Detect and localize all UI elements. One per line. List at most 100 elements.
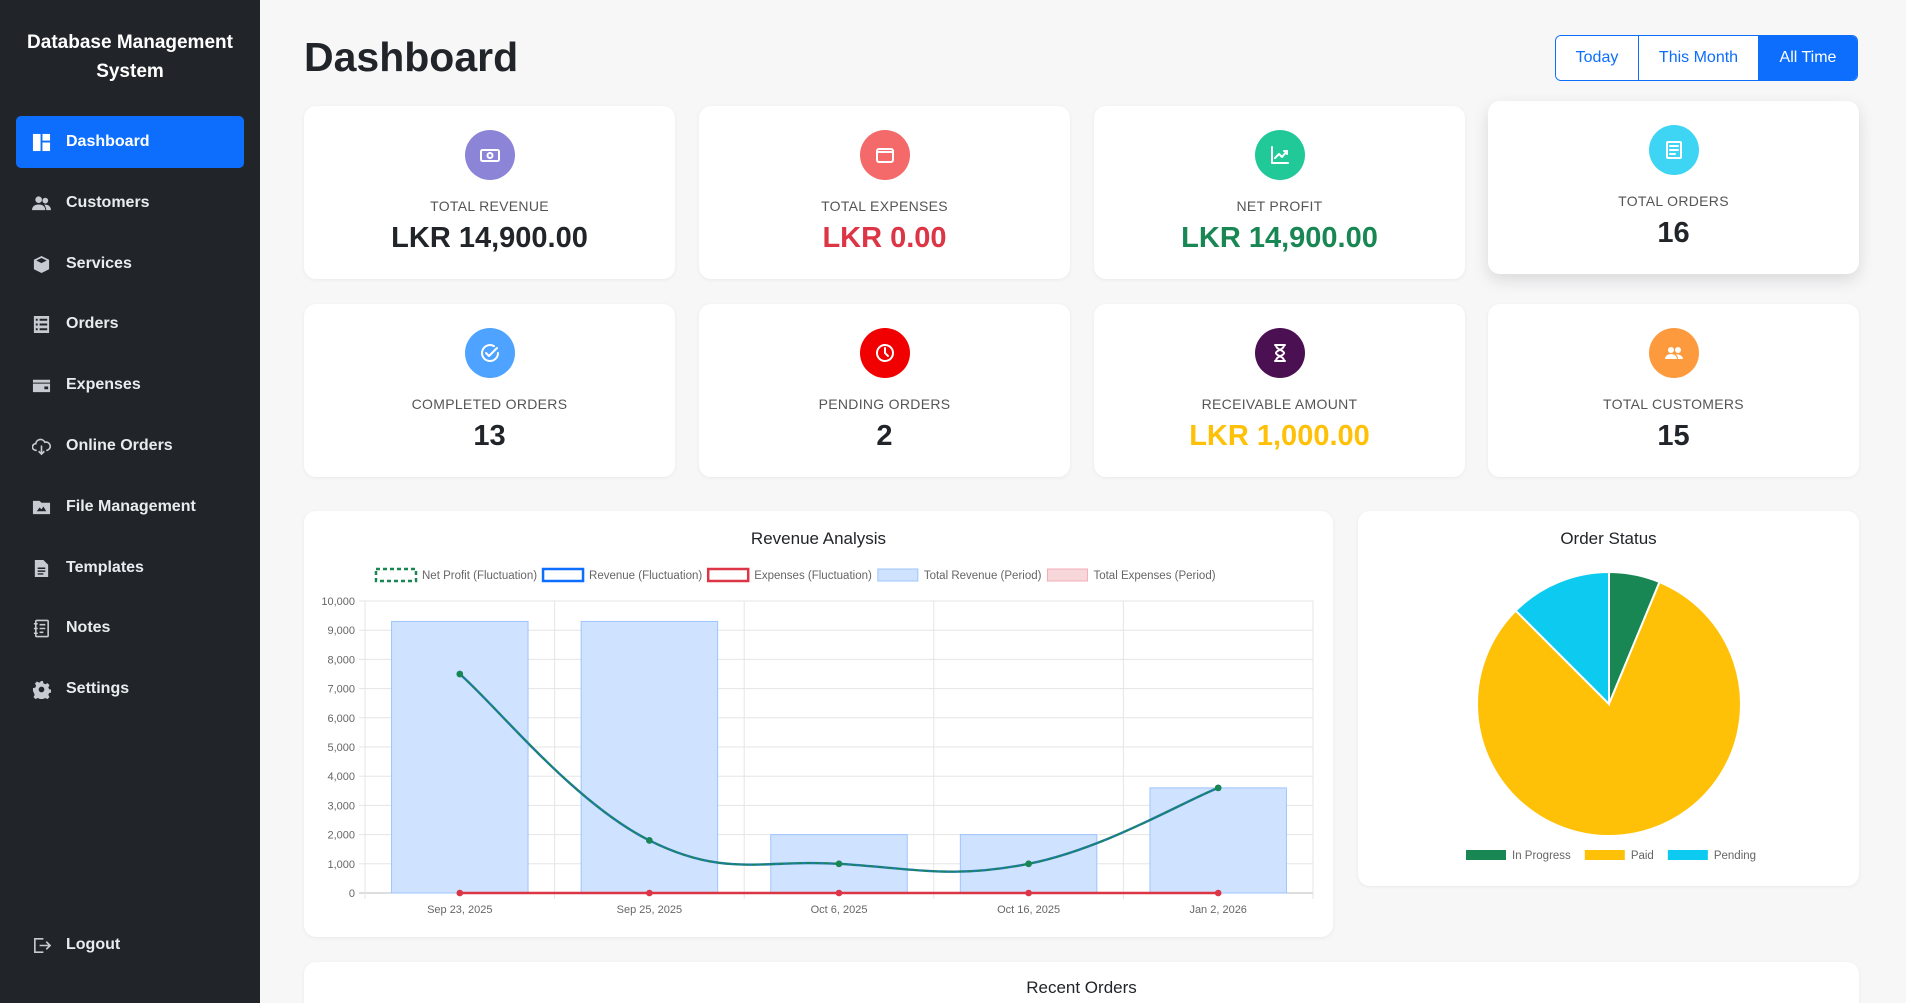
legend-label: Revenue (Fluctuation): [589, 570, 702, 582]
stat-card-completed-orders: COMPLETED ORDERS 13: [304, 304, 675, 477]
sidebar-item-dashboard[interactable]: Dashboard: [16, 116, 244, 168]
range-this-month-button[interactable]: This Month: [1639, 36, 1759, 80]
legend-label: Pending: [1714, 850, 1756, 862]
x-tick-label: Sep 25, 2025: [617, 904, 682, 916]
revenue-analysis-card: Revenue Analysis 0 1,000 2,000 3,000 4,000 5,…: [304, 511, 1333, 937]
sidebar-item-customers[interactable]: Customers: [16, 177, 244, 229]
sidebar-item-label: Online Orders: [66, 437, 173, 454]
legend-label: Total Revenue (Period): [924, 570, 1042, 582]
money-icon: [464, 130, 515, 180]
stat-label: TOTAL EXPENSES: [821, 198, 948, 214]
y-tick-label: 8,000: [327, 654, 355, 666]
order-status-chart: In Progress Paid Pending: [1466, 570, 1756, 862]
legend-label: Paid: [1631, 850, 1654, 862]
sidebar-item-orders[interactable]: Orders: [16, 298, 244, 350]
wallet-icon: [31, 375, 51, 395]
range-all-time-button[interactable]: All Time: [1759, 36, 1857, 80]
legend-swatch: [877, 568, 919, 582]
notebook-icon: [31, 618, 51, 638]
y-tick-label: 5,000: [327, 742, 355, 754]
sidebar-item-label: Services: [66, 255, 132, 272]
order-status-card: Order Status In Progress Paid Pending: [1358, 511, 1859, 886]
data-point: [1025, 889, 1032, 897]
sidebar-item-expenses[interactable]: Expenses: [16, 359, 244, 411]
bar: [391, 620, 529, 894]
y-tick-label: 6,000: [327, 713, 355, 725]
logout-button[interactable]: Logout: [16, 919, 244, 971]
stat-label: TOTAL CUSTOMERS: [1603, 396, 1744, 412]
folder-icon: [31, 497, 51, 517]
y-tick-label: 9,000: [327, 625, 355, 637]
data-point: [456, 670, 464, 678]
stat-label: TOTAL REVENUE: [430, 198, 549, 214]
chart-title: Order Status: [1560, 529, 1657, 548]
stat-label: PENDING ORDERS: [818, 396, 951, 412]
stat-label: RECEIVABLE AMOUNT: [1201, 396, 1358, 412]
y-tick-label: 1,000: [327, 859, 355, 871]
legend-label: Expenses (Fluctuation): [754, 570, 872, 582]
data-point: [1025, 860, 1032, 868]
range-today-button[interactable]: Today: [1556, 36, 1639, 80]
clock-icon: [859, 328, 910, 378]
list-icon: [31, 314, 51, 334]
x-tick-label: Oct 16, 2025: [997, 904, 1060, 916]
logout-label: Logout: [66, 936, 121, 953]
page-title: Dashboard: [304, 34, 519, 80]
dashboard-icon: [31, 132, 51, 152]
legend-swatch: [1584, 850, 1625, 860]
legend-label: Total Expenses (Period): [1093, 570, 1215, 582]
revenue-analysis-chart: 0 1,000 2,000 3,000 4,000 5,000 6,000 7,000 8,00…: [321, 567, 1314, 916]
logout-icon: [31, 935, 51, 955]
cloud-download-icon: [31, 436, 51, 456]
stat-card-total-revenue: TOTAL REVENUE LKR 14,900.00: [304, 106, 675, 279]
chart-line-icon: [1254, 130, 1305, 180]
check-circle-icon: [464, 328, 515, 378]
sidebar-item-online-orders[interactable]: Online Orders: [16, 420, 244, 472]
file-icon: [31, 558, 51, 578]
receipt-icon: [1648, 125, 1699, 175]
date-range-toggle: Today This Month All Time: [1555, 35, 1858, 81]
sidebar-item-templates[interactable]: Templates: [16, 542, 244, 594]
data-point: [835, 860, 843, 868]
sidebar-item-settings[interactable]: Settings: [16, 663, 244, 715]
stat-card-pending-orders: PENDING ORDERS 2: [699, 304, 1070, 477]
sidebar-item-notes[interactable]: Notes: [16, 602, 244, 654]
sidebar-item-services[interactable]: Services: [16, 238, 244, 290]
legend-swatch: [1466, 850, 1506, 860]
sidebar-item-label: Templates: [66, 559, 144, 576]
stat-card-total-expenses: TOTAL EXPENSES LKR 0.00: [699, 106, 1070, 279]
data-point: [646, 837, 653, 844]
box-icon: [31, 254, 51, 274]
sidebar: Database Management System Dashboard Cus…: [0, 0, 260, 1003]
y-tick-label: 4,000: [327, 771, 355, 783]
stat-card-net-profit: NET PROFIT LKR 14,900.00: [1094, 106, 1465, 279]
sidebar-item-label: Customers: [66, 194, 150, 211]
stat-value: 15: [1657, 420, 1690, 452]
x-tick-label: Oct 6, 2025: [811, 904, 868, 916]
data-point: [1214, 784, 1222, 792]
series-line: [459, 673, 1219, 873]
legend-swatch: [541, 567, 585, 583]
data-point: [835, 889, 843, 897]
sidebar-item-label: Orders: [66, 315, 119, 332]
stat-label: COMPLETED ORDERS: [411, 396, 568, 412]
data-point: [1214, 889, 1222, 897]
recent-orders-card: Recent Orders: [304, 962, 1859, 1003]
stat-label: NET PROFIT: [1236, 198, 1323, 214]
sidebar-item-label: File Management: [66, 498, 196, 515]
stat-card-receivable-amount: RECEIVABLE AMOUNT LKR 1,000.00: [1094, 304, 1465, 477]
gear-icon: [31, 679, 51, 699]
legend-label: In Progress: [1512, 850, 1571, 862]
sidebar-item-label: Notes: [66, 619, 111, 636]
stat-value: LKR 14,900.00: [391, 222, 588, 254]
stat-card-total-orders: TOTAL ORDERS 16: [1488, 101, 1859, 274]
sidebar-item-file-management[interactable]: File Management: [16, 481, 244, 533]
y-tick-label: 3,000: [327, 800, 355, 812]
pie-slice: [1514, 570, 1610, 707]
x-tick-label: Sep 23, 2025: [427, 904, 492, 916]
sidebar-item-label: Settings: [66, 680, 130, 697]
stat-value: 2: [876, 420, 893, 452]
stat-value: 16: [1657, 217, 1690, 249]
hourglass-icon: [1254, 328, 1305, 378]
